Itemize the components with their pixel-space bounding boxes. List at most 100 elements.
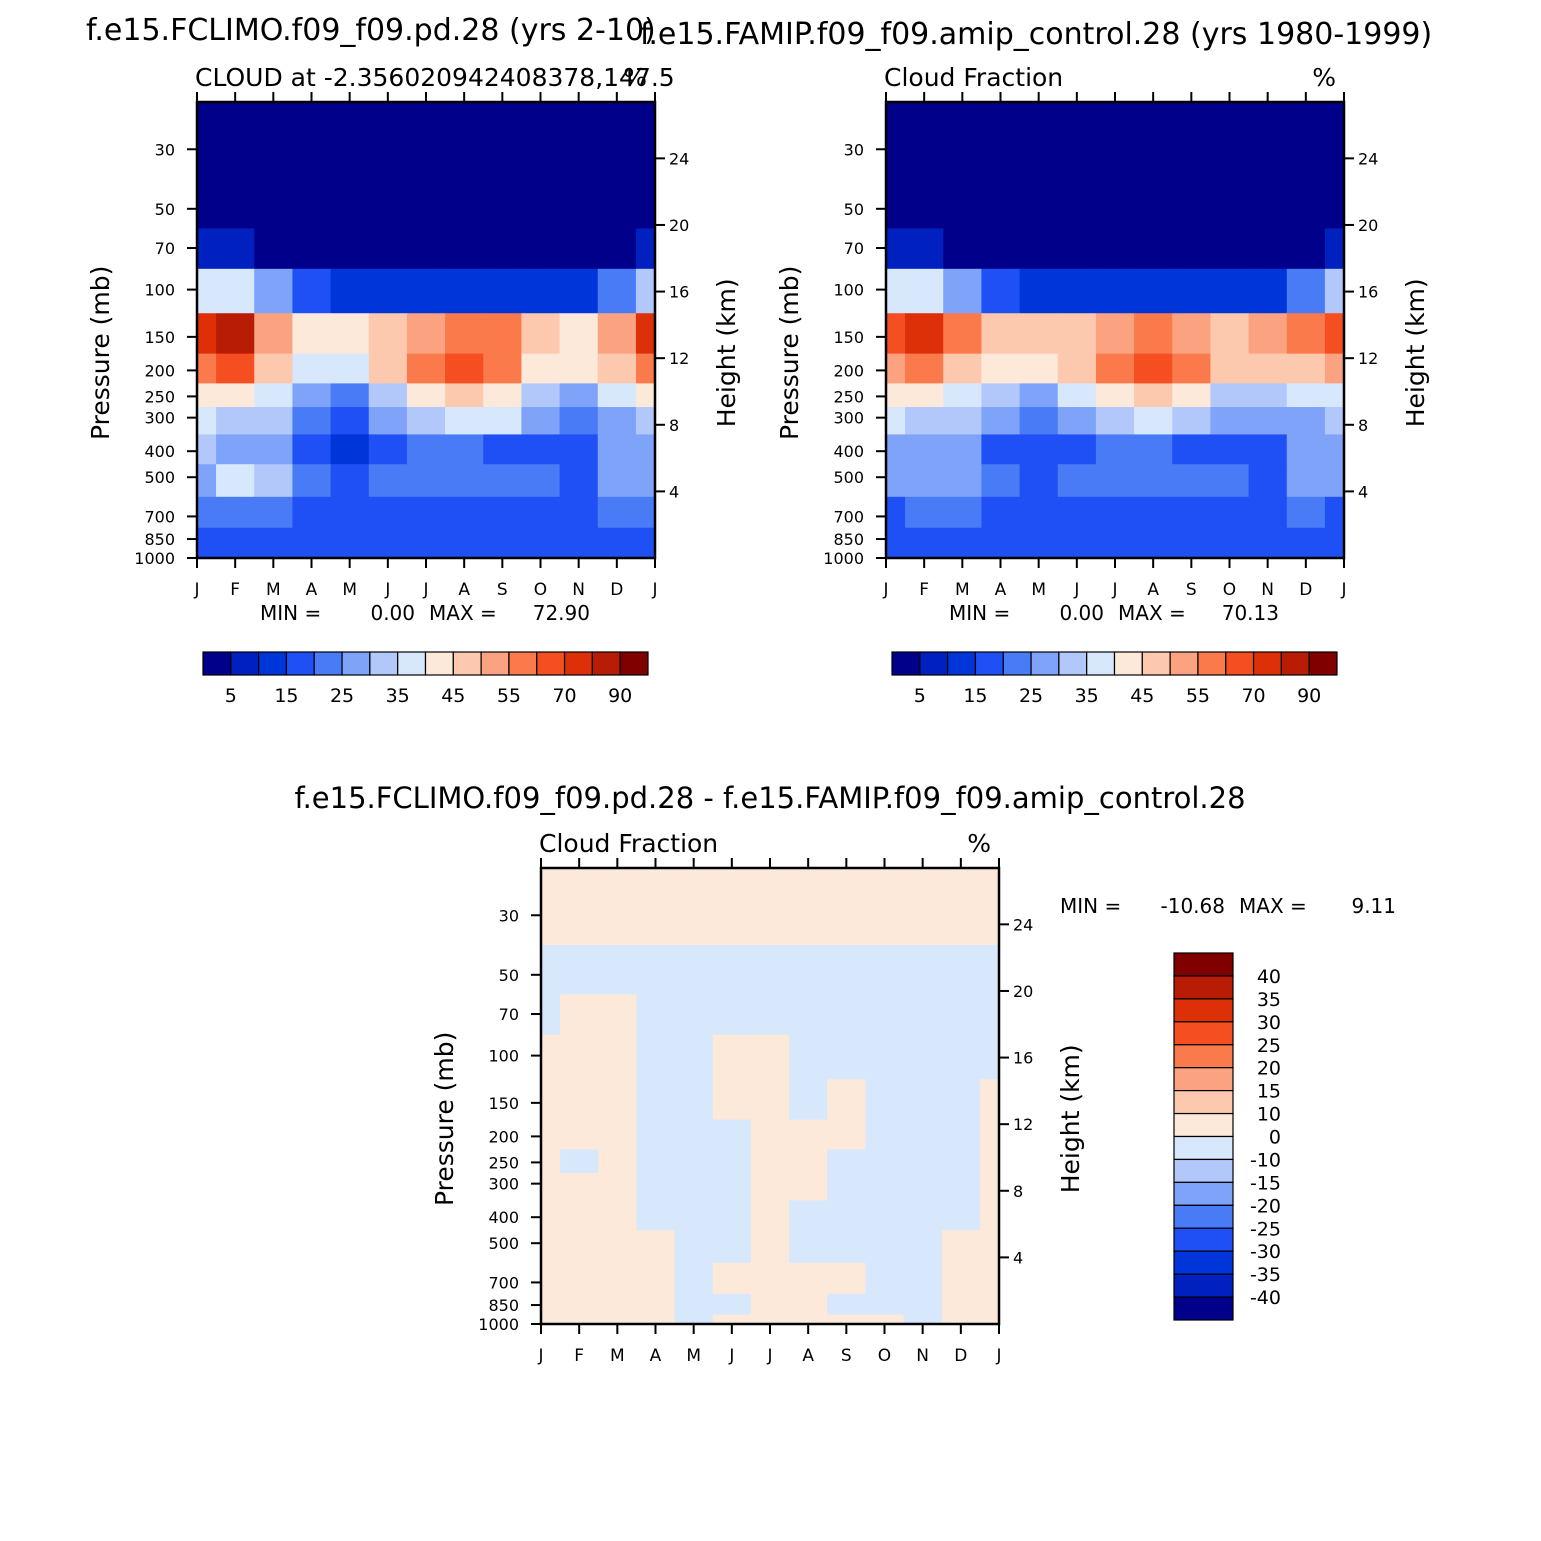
diff-colorbar-label: 40	[1257, 966, 1281, 988]
right-colorbar-label: 15	[963, 685, 987, 707]
left-colorbar-box	[369, 651, 399, 676]
diff-cell	[541, 1200, 561, 1231]
left-y-tick-label: 200	[144, 361, 175, 380]
left-cell	[559, 407, 599, 435]
diff-cell	[560, 1293, 599, 1316]
right-cell	[1095, 353, 1135, 384]
right-cell	[1057, 353, 1097, 384]
right-cell	[1286, 434, 1326, 465]
right-cell	[1019, 353, 1059, 384]
diff-cell	[789, 945, 828, 995]
right-cell	[981, 353, 1021, 384]
right-x-tick-label: F	[919, 580, 929, 600]
left-cell	[254, 268, 293, 314]
right-cell	[905, 527, 944, 550]
left-colorbar-box	[341, 651, 371, 676]
diff-cell	[750, 868, 790, 946]
right-cell	[1095, 179, 1135, 229]
left-heatmap	[197, 102, 656, 559]
left-cell	[254, 383, 293, 408]
left-cell	[197, 434, 217, 465]
diff-cell	[712, 1149, 752, 1174]
left-colorbar-box	[591, 651, 621, 676]
diff-cell	[560, 1230, 599, 1264]
right-colorbar-box	[1141, 651, 1171, 676]
diff-colorbar-label: 25	[1257, 1035, 1281, 1057]
diff-cell	[979, 1262, 1000, 1295]
right-cell	[1324, 383, 1345, 408]
right-cell	[981, 496, 1021, 529]
left-ylabel: Pressure (mb)	[86, 266, 115, 440]
right-cell	[1286, 268, 1326, 314]
diff-y-tick-label: 500	[488, 1234, 519, 1253]
left-colorbar-label: 25	[330, 685, 354, 707]
left-cell	[635, 228, 656, 270]
diff-cell	[598, 868, 637, 946]
left-cell	[635, 268, 656, 314]
left-cell	[330, 496, 370, 529]
left-cell	[368, 353, 408, 384]
left-cell	[406, 353, 446, 384]
right-cell	[1324, 434, 1345, 465]
diff-colorbar-box	[1173, 1181, 1234, 1206]
right-cell	[1019, 407, 1059, 435]
left-height-tick-label: 20	[669, 216, 689, 235]
right-cell	[1095, 383, 1135, 408]
right-cell	[1324, 102, 1345, 180]
diff-cell	[636, 994, 676, 1036]
right-colorbar-box	[919, 651, 949, 676]
diff-cell	[598, 1149, 637, 1174]
left-colorbar-box	[285, 651, 315, 676]
right-x-tick-label: N	[1261, 580, 1274, 600]
left-cell	[635, 313, 656, 355]
diff-cell	[865, 1293, 905, 1316]
diff-height-tick-label: 4	[1013, 1248, 1023, 1267]
right-cell	[1134, 407, 1173, 435]
left-cell	[521, 407, 561, 435]
left-cell	[292, 548, 332, 559]
diff-colorbar-label: -40	[1250, 1287, 1281, 1309]
right-cell	[1134, 434, 1173, 465]
right-cell	[1210, 407, 1250, 435]
left-y-tick-label: 1000	[134, 549, 175, 568]
left-cell	[483, 179, 522, 229]
diff-cell	[712, 1230, 752, 1264]
right-x-tick-label: A	[995, 580, 1007, 600]
left-case-title: f.e15.FCLIMO.f09_f09.pd.28 (yrs 2-10)	[86, 13, 656, 48]
diff-cell	[865, 1230, 905, 1264]
diff-cell	[789, 1200, 828, 1231]
left-cell	[197, 228, 217, 270]
right-cell	[1286, 527, 1326, 550]
left-cell	[406, 496, 446, 529]
left-cell	[330, 179, 370, 229]
left-cell	[445, 383, 484, 408]
right-units-label: %	[1312, 63, 1336, 92]
left-cell	[597, 548, 637, 559]
right-cell	[1134, 548, 1173, 559]
right-cell	[943, 496, 982, 529]
right-cell	[1172, 464, 1211, 498]
right-case-title: f.e15.FAMIP.f09_f09.amip_control.28 (yrs…	[640, 17, 1432, 52]
right-cell	[981, 313, 1021, 355]
diff-cell	[789, 1173, 828, 1201]
left-cell	[559, 496, 599, 529]
diff-y-tick-label: 200	[488, 1127, 519, 1146]
left-cell	[483, 228, 522, 270]
right-cell	[1172, 102, 1211, 180]
right-cell	[1210, 496, 1250, 529]
left-cell	[559, 268, 599, 314]
left-cell	[406, 548, 446, 559]
left-cell	[254, 353, 293, 384]
left-colorbar-box	[397, 651, 427, 676]
right-cell	[1095, 268, 1135, 314]
right-y-tick-label: 1000	[823, 549, 864, 568]
left-cell	[254, 407, 293, 435]
right-cell	[943, 102, 982, 180]
left-cell	[406, 383, 446, 408]
right-cell	[1172, 179, 1211, 229]
right-cell	[1095, 496, 1135, 529]
right-cell	[1286, 313, 1326, 355]
left-cell	[292, 496, 332, 529]
left-cell	[368, 228, 408, 270]
diff-cell	[789, 1230, 828, 1264]
